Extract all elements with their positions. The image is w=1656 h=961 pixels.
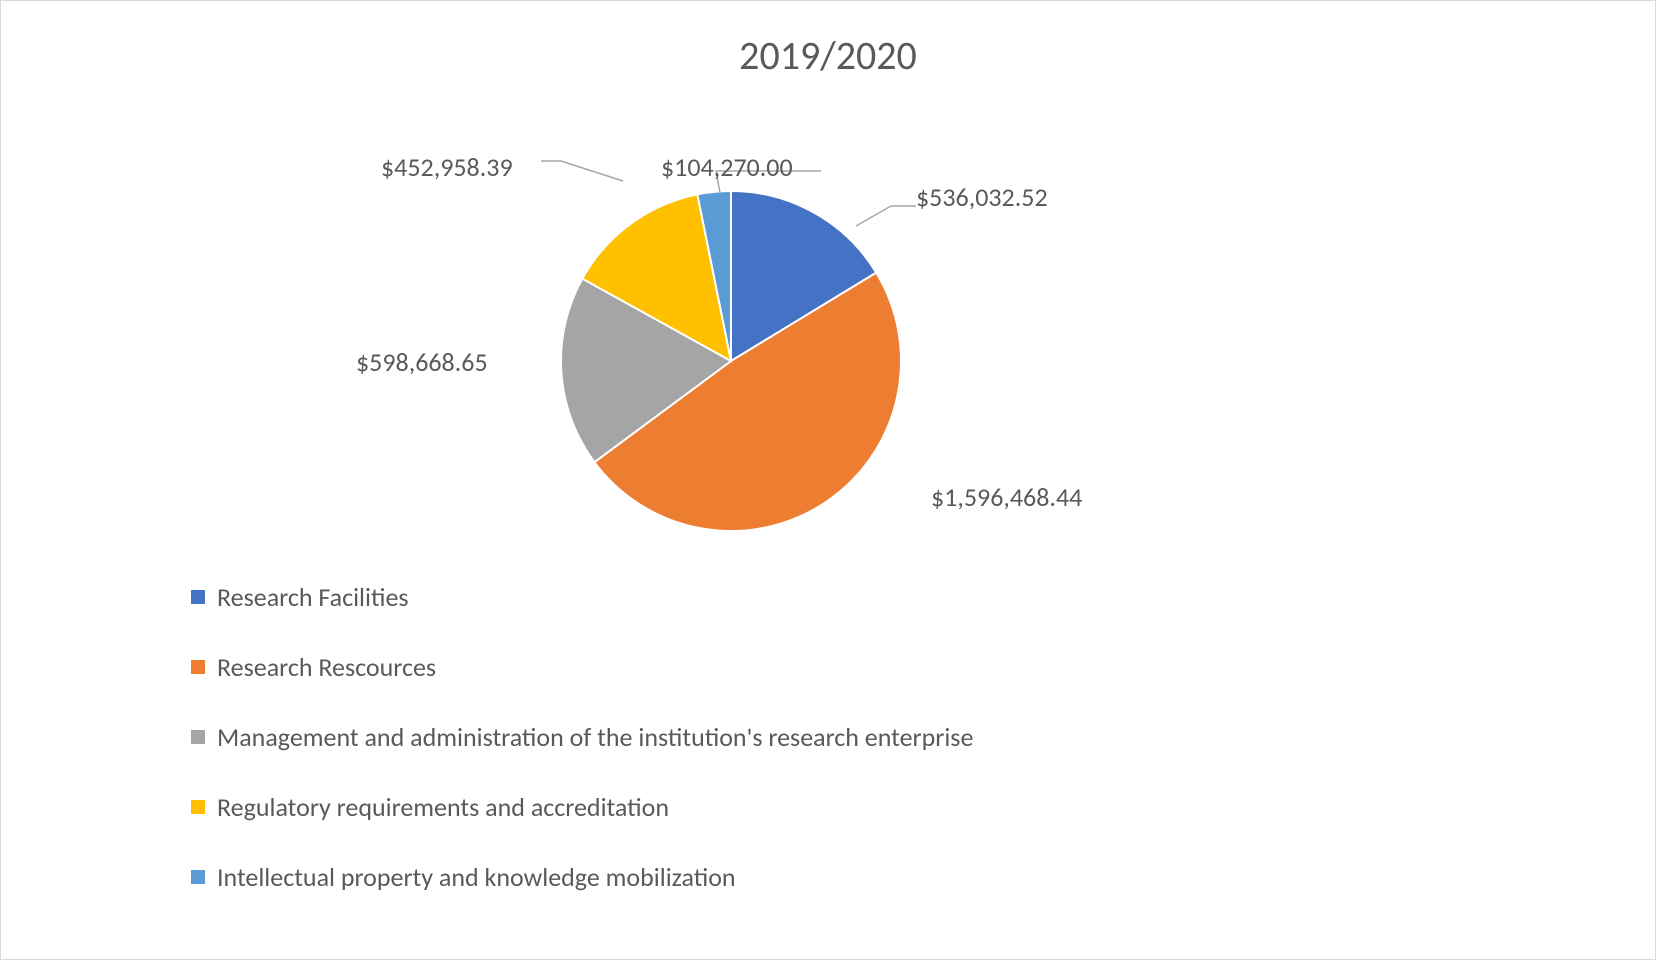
legend-item: Research Rescources <box>191 651 973 683</box>
data-label: $536,032.52 <box>916 181 1048 213</box>
legend-item: Management and administration of the ins… <box>191 721 973 753</box>
legend-swatch <box>191 800 205 814</box>
legend-swatch <box>191 870 205 884</box>
chart-title: 2019/2020 <box>1 31 1655 80</box>
data-label: $452,958.39 <box>381 151 513 183</box>
legend: Research Facilities Research Rescources Ma… <box>191 581 973 931</box>
pie-chart <box>561 191 901 531</box>
legend-label: Research Facilities <box>217 581 409 613</box>
legend-swatch <box>191 730 205 744</box>
legend-item: Regulatory requirements and accreditatio… <box>191 791 973 823</box>
legend-item: Research Facilities <box>191 581 973 613</box>
legend-label: Intellectual property and knowledge mobi… <box>217 861 736 893</box>
legend-label: Regulatory requirements and accreditatio… <box>217 791 669 823</box>
legend-label: Management and administration of the ins… <box>217 721 973 753</box>
data-label: $1,596,468.44 <box>931 481 1082 513</box>
leader-line <box>541 161 623 181</box>
data-label: $598,668.65 <box>356 346 488 378</box>
legend-item: Intellectual property and knowledge mobi… <box>191 861 973 893</box>
legend-swatch <box>191 660 205 674</box>
data-label: $104,270.00 <box>661 151 793 183</box>
legend-swatch <box>191 590 205 604</box>
chart-container: 2019/2020 $536,032.52 $1,596,468.44 $598,6… <box>0 0 1656 960</box>
legend-label: Research Rescources <box>217 651 436 683</box>
